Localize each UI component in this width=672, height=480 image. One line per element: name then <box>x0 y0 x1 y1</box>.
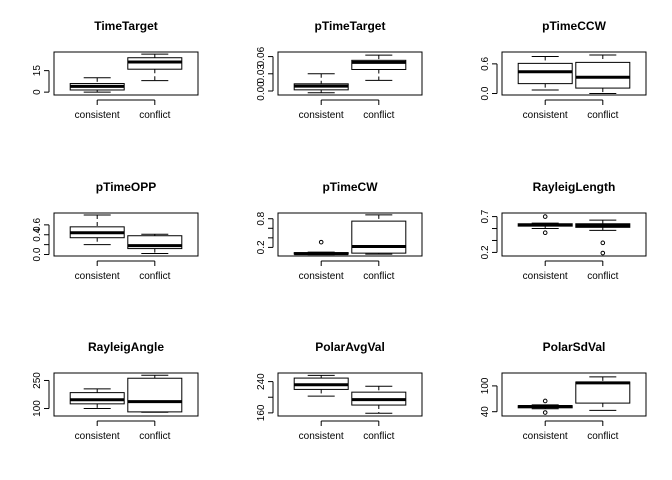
box-consistent <box>293 73 349 94</box>
panel-title: PolarSdVal <box>543 340 606 354</box>
panel-title: pTimeOPP <box>96 180 156 194</box>
plot-frame <box>277 51 423 96</box>
panel-3: pTimeOPP 0.0 0.40.6 consistent conflict <box>32 180 199 282</box>
outlier-point <box>542 214 548 219</box>
panel-title: RayleigAngle <box>88 340 164 354</box>
iqr-box <box>517 62 573 85</box>
panel-title: pTimeCW <box>322 180 378 194</box>
y-tick-label: 0 <box>32 89 43 95</box>
panel-title: pTimeTarget <box>315 19 386 33</box>
y-tick-label: 0.00 <box>256 81 267 101</box>
panel-8: PolarSdVal 40 100 consistent conflict <box>480 340 647 442</box>
y-tick-label: 0.0 <box>32 247 43 261</box>
x-tick-label: conflict <box>139 431 170 442</box>
box-consistent <box>517 398 573 415</box>
box-consistent <box>517 55 573 91</box>
x-tick-label: consistent <box>75 431 120 442</box>
x-tick-label: conflict <box>363 271 394 282</box>
box-conflict <box>575 219 631 256</box>
x-tick-label: consistent <box>299 431 344 442</box>
iqr-box <box>351 59 407 70</box>
iqr-box <box>351 220 407 254</box>
y-tick-label: 0.6 <box>32 217 43 231</box>
y-tick-label: 40 <box>480 406 491 418</box>
plot-frame <box>501 372 647 417</box>
outlier-point <box>600 250 606 256</box>
panel-5: RayleigLength 0.2 0.7 consistent conflict <box>480 180 647 282</box>
box-conflict <box>351 214 407 255</box>
y-tick-label: 0.8 <box>256 211 267 225</box>
panel-title: PolarAvgVal <box>315 340 385 354</box>
box-consistent <box>293 374 349 397</box>
y-tick-label: 0.2 <box>480 245 491 259</box>
plot-frame <box>53 51 199 96</box>
outlier-point <box>542 398 548 404</box>
box-conflict <box>127 233 183 255</box>
outlier-point <box>600 240 606 246</box>
panel-4: pTimeCW 0.2 0.8 consistent conflict <box>256 180 423 282</box>
y-tick-label: 100 <box>32 400 43 417</box>
plot-frame <box>501 51 647 96</box>
x-tick-label: consistent <box>299 110 344 121</box>
panel-7: PolarAvgVal 160 240 consistent conflict <box>256 340 423 442</box>
panel-title: TimeTarget <box>94 19 158 33</box>
panel-6: RayleigAngle 100 250 consistent conflict <box>32 340 199 442</box>
plot-frame <box>277 372 423 417</box>
outlier-point <box>542 230 548 236</box>
y-tick-label: 240 <box>256 373 267 390</box>
box-conflict <box>351 385 407 414</box>
x-tick-label: consistent <box>523 271 568 282</box>
y-tick-label: 0.6 <box>480 56 491 70</box>
box-consistent <box>517 214 573 236</box>
outlier-point <box>542 410 548 415</box>
y-tick-label: 0.2 <box>256 240 267 254</box>
iqr-box <box>127 235 183 250</box>
y-tick-label: 100 <box>480 377 491 394</box>
x-tick-label: consistent <box>75 271 120 282</box>
x-tick-label: consistent <box>299 271 344 282</box>
x-tick-label: conflict <box>139 110 170 121</box>
y-tick-label: 0.03 <box>256 64 267 84</box>
x-tick-label: conflict <box>587 271 618 282</box>
panel-0: TimeTarget 0 15 consistent conflict <box>32 19 199 121</box>
y-tick-label: 160 <box>256 404 267 421</box>
box-conflict <box>127 53 183 82</box>
box-consistent <box>293 239 349 256</box>
y-tick-label: 0.7 <box>480 209 491 223</box>
box-consistent <box>69 388 125 410</box>
box-conflict <box>575 376 631 411</box>
x-tick-label: consistent <box>523 431 568 442</box>
x-tick-label: consistent <box>75 110 120 121</box>
box-consistent <box>69 77 125 93</box>
plot-frame <box>501 212 647 257</box>
x-tick-label: conflict <box>363 431 394 442</box>
y-tick-label: 15 <box>32 65 43 77</box>
x-tick-label: conflict <box>587 110 618 121</box>
plot-frame <box>277 212 423 257</box>
x-tick-label: conflict <box>139 271 170 282</box>
outlier-point <box>318 239 324 245</box>
x-tick-label: conflict <box>363 110 394 121</box>
y-tick-label: 250 <box>32 372 43 389</box>
panel-title: RayleigLength <box>533 180 616 194</box>
panel-2: pTimeCCW 0.0 0.6 consistent conflict <box>480 19 647 121</box>
box-conflict <box>127 374 183 413</box>
box-consistent <box>69 214 125 246</box>
panel-1: pTimeTarget 0.000.030.06 consistent conflic… <box>256 19 423 121</box>
x-tick-label: conflict <box>587 431 618 442</box>
iqr-box <box>127 377 183 413</box>
iqr-box <box>575 381 631 404</box>
box-conflict <box>575 54 631 95</box>
y-tick-label: 0.4 <box>32 227 43 241</box>
iqr-box <box>575 61 631 89</box>
box-conflict <box>351 54 407 81</box>
x-tick-label: consistent <box>523 110 568 121</box>
plot-frame <box>53 372 199 417</box>
y-tick-label: 0.0 <box>480 86 491 100</box>
plot-frame <box>53 212 199 257</box>
y-tick-label: 0.06 <box>256 46 267 66</box>
panel-title: pTimeCCW <box>542 19 606 33</box>
